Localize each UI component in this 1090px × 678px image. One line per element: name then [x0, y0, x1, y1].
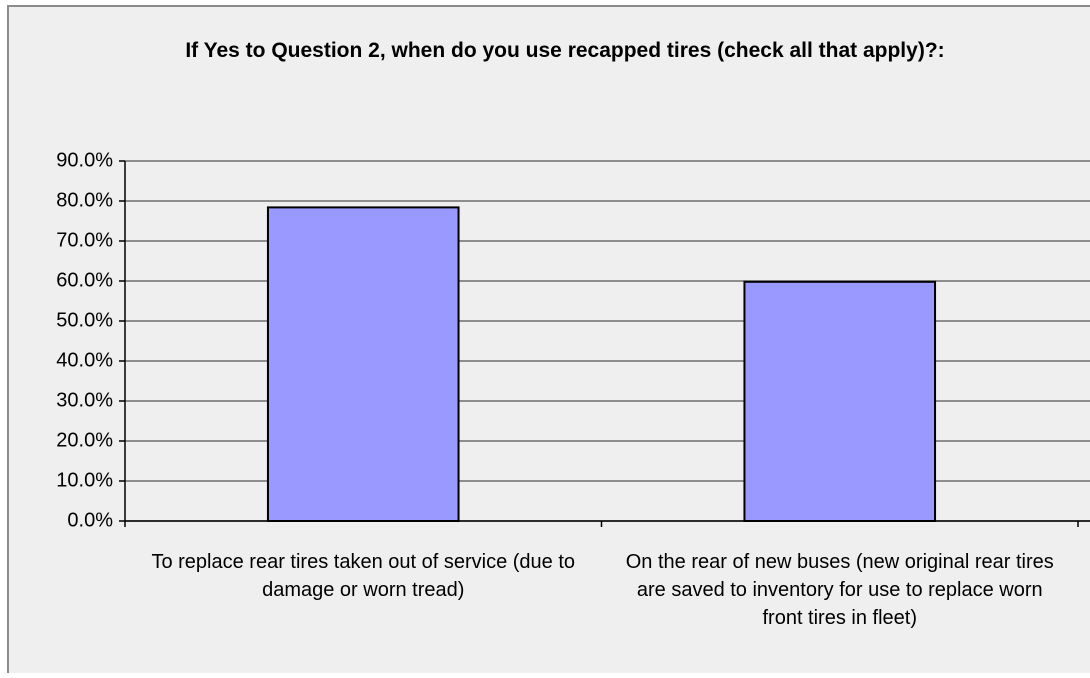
bar [266, 206, 460, 522]
x-tick-label: To replace rear tires taken out of servi… [151, 551, 576, 601]
y-tick-label: 0.0% [67, 509, 113, 531]
y-tick-label: 10.0% [56, 469, 113, 491]
y-tick-label: 40.0% [56, 349, 113, 371]
y-tick-label: 20.0% [56, 429, 113, 451]
y-tick-label: 60.0% [56, 269, 113, 291]
y-tick-label: 50.0% [56, 309, 113, 331]
y-tick-label: 30.0% [56, 389, 113, 411]
chart-title: If Yes to Question 2, when do you use re… [185, 39, 945, 62]
y-tick-label: 80.0% [56, 189, 113, 211]
y-tick-label: 90.0% [56, 149, 113, 171]
x-tick-label: On the rear of new buses (new original r… [625, 551, 1054, 629]
bar [743, 280, 937, 522]
y-tick-label: 70.0% [56, 229, 113, 251]
